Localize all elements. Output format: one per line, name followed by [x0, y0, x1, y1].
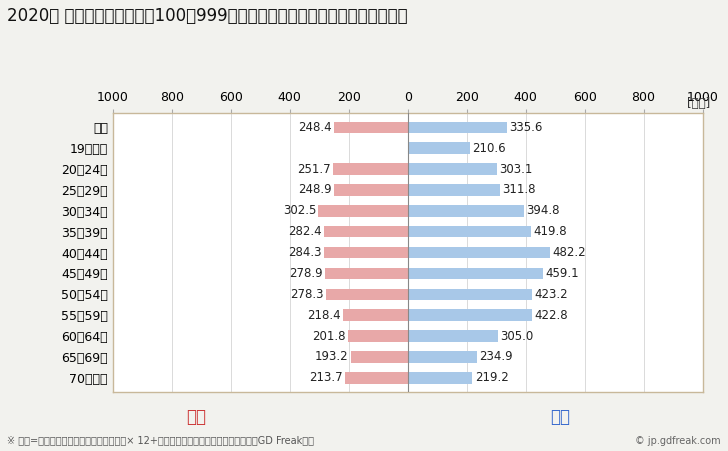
- Bar: [408, 143, 470, 154]
- Bar: [408, 184, 499, 196]
- Bar: [318, 205, 408, 216]
- Bar: [408, 122, 507, 133]
- Text: 305.0: 305.0: [500, 330, 533, 342]
- Bar: [334, 122, 408, 133]
- Bar: [334, 184, 408, 196]
- Bar: [325, 226, 408, 237]
- Text: 419.8: 419.8: [534, 225, 567, 238]
- Text: 男性: 男性: [550, 408, 571, 426]
- Text: © jp.gdfreak.com: © jp.gdfreak.com: [635, 436, 721, 446]
- Bar: [408, 163, 497, 175]
- Text: 201.8: 201.8: [312, 330, 346, 342]
- Text: 234.9: 234.9: [479, 350, 513, 364]
- Text: [万円]: [万円]: [687, 97, 710, 110]
- Text: 193.2: 193.2: [314, 350, 349, 364]
- Text: 219.2: 219.2: [475, 371, 508, 384]
- Text: ※ 年収=「きまって支給する現金給与額」× 12+「年間賞与その他特別給与額」としてGD Freak推計: ※ 年収=「きまって支給する現金給与額」× 12+「年間賞与その他特別給与額」と…: [7, 436, 314, 446]
- Text: 278.9: 278.9: [290, 267, 323, 280]
- Bar: [333, 163, 408, 175]
- Bar: [408, 372, 472, 383]
- Bar: [351, 351, 408, 363]
- Bar: [408, 289, 532, 300]
- Bar: [325, 289, 408, 300]
- Text: 248.9: 248.9: [298, 184, 332, 197]
- Text: 女性: 女性: [186, 408, 207, 426]
- Text: 213.7: 213.7: [309, 371, 342, 384]
- Text: 394.8: 394.8: [526, 204, 560, 217]
- Bar: [408, 205, 524, 216]
- Text: 278.3: 278.3: [290, 288, 323, 301]
- Text: 311.8: 311.8: [502, 184, 536, 197]
- Text: 423.2: 423.2: [535, 288, 569, 301]
- Text: 248.4: 248.4: [298, 121, 332, 134]
- Text: 251.7: 251.7: [298, 163, 331, 175]
- Text: 2020年 民間企業（従業者数100〜999人）フルタイム労働者の男女別平均年収: 2020年 民間企業（従業者数100〜999人）フルタイム労働者の男女別平均年収: [7, 7, 408, 25]
- Text: 459.1: 459.1: [545, 267, 579, 280]
- Bar: [408, 247, 550, 258]
- Bar: [408, 226, 531, 237]
- Bar: [344, 309, 408, 321]
- Text: 210.6: 210.6: [472, 142, 506, 155]
- Text: 482.2: 482.2: [553, 246, 586, 259]
- Bar: [325, 268, 408, 279]
- Bar: [408, 268, 543, 279]
- Text: 218.4: 218.4: [307, 308, 341, 322]
- Bar: [408, 330, 498, 342]
- Bar: [344, 372, 408, 383]
- Bar: [324, 247, 408, 258]
- Text: 282.4: 282.4: [288, 225, 322, 238]
- Text: 284.3: 284.3: [288, 246, 322, 259]
- Text: 335.6: 335.6: [509, 121, 542, 134]
- Text: 303.1: 303.1: [499, 163, 533, 175]
- Bar: [408, 309, 532, 321]
- Text: 302.5: 302.5: [282, 204, 316, 217]
- Bar: [348, 330, 408, 342]
- Bar: [408, 351, 477, 363]
- Text: 422.8: 422.8: [534, 308, 569, 322]
